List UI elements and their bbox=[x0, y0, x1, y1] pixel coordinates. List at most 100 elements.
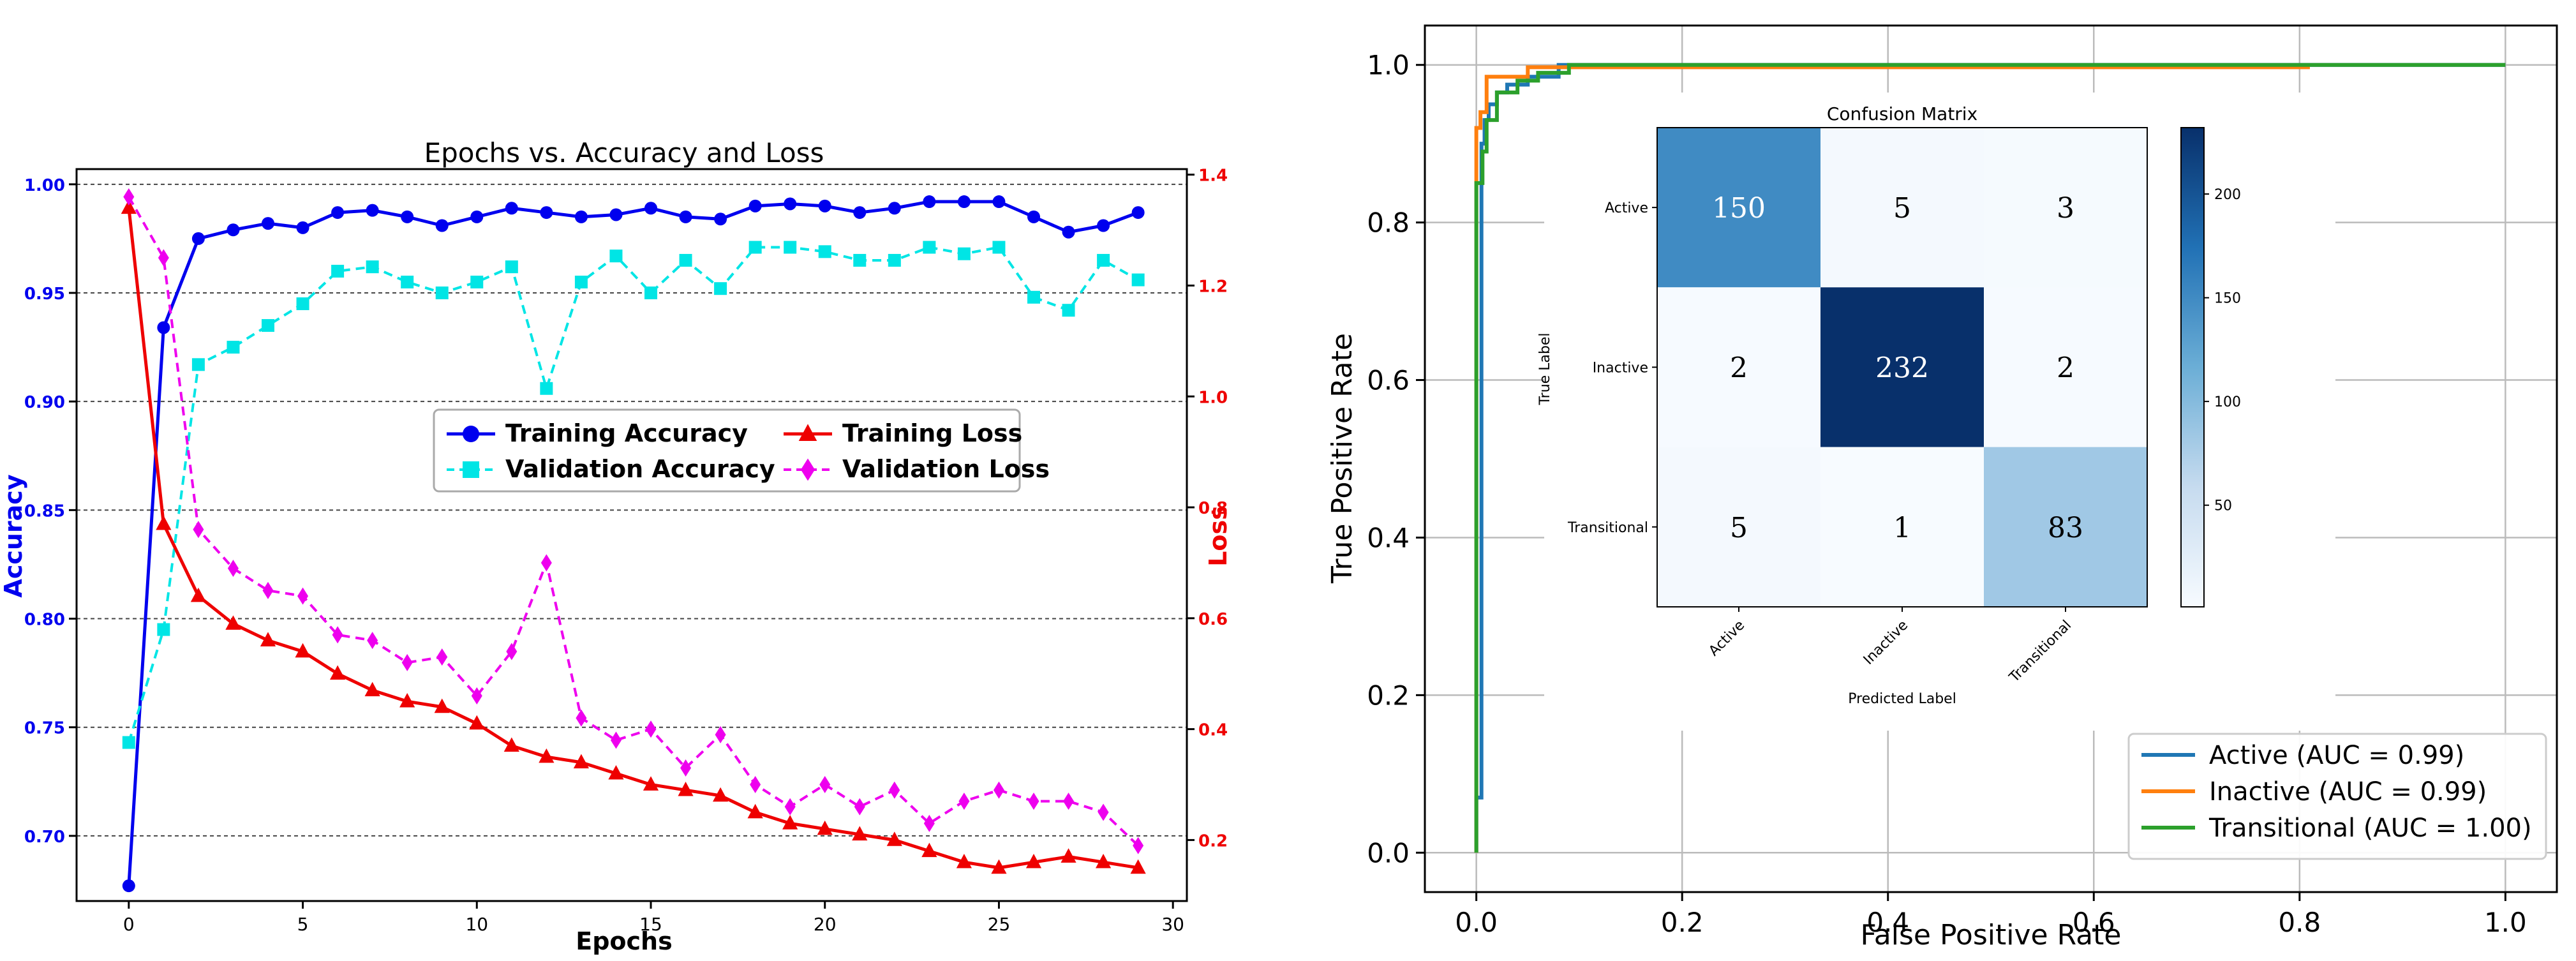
legend-label-training-accuracy: Training Accuracy bbox=[505, 419, 748, 447]
validation-accuracy-point bbox=[296, 297, 309, 311]
validation-loss-point bbox=[193, 521, 204, 539]
loss-tick-label: 1.2 bbox=[1198, 277, 1228, 296]
validation-loss-point bbox=[227, 560, 239, 577]
validation-accuracy-point bbox=[157, 623, 170, 636]
training-loss-point bbox=[712, 787, 729, 802]
epochs-tick-label: 10 bbox=[465, 914, 488, 935]
epochs-tick-label: 5 bbox=[297, 914, 309, 935]
training-accuracy-point bbox=[853, 206, 867, 220]
training-loss-point bbox=[1130, 859, 1146, 874]
training-loss-point bbox=[364, 682, 380, 697]
validation-loss-point bbox=[923, 814, 935, 832]
colorbar-ticks: 50 100 150 200 bbox=[2204, 187, 2241, 514]
training-accuracy-point bbox=[1097, 219, 1110, 232]
validation-loss-point bbox=[401, 653, 413, 671]
training-loss-point bbox=[539, 748, 555, 763]
training-loss-point bbox=[225, 615, 241, 630]
tpr-axis-label: True Positive Rate bbox=[1326, 333, 1359, 584]
validation-accuracy-point bbox=[505, 260, 518, 274]
roc-curves bbox=[1474, 63, 2506, 853]
accuracy-tick-label: 0.80 bbox=[24, 611, 65, 630]
epochs-x-axis: 0 5 10 15 20 25 30 bbox=[123, 901, 1184, 935]
validation-loss-point bbox=[576, 709, 587, 727]
confusion-cell bbox=[1657, 128, 1820, 288]
validation-accuracy-point bbox=[818, 245, 831, 258]
validation-loss-point bbox=[645, 720, 657, 738]
training-accuracy-point bbox=[644, 202, 657, 215]
validation-accuracy-point bbox=[331, 264, 345, 278]
confusion-cell-value: 5 bbox=[1730, 512, 1748, 544]
training-accuracy-point bbox=[992, 195, 1006, 209]
training-accuracy-point bbox=[957, 195, 971, 209]
tpr-tick-label: 0.2 bbox=[1367, 680, 1410, 711]
validation-loss-point bbox=[332, 626, 343, 644]
legend-marker-validation-accuracy bbox=[463, 461, 479, 478]
fpr-tick-label: 0.4 bbox=[1866, 907, 1909, 938]
validation-accuracy-point bbox=[540, 382, 553, 395]
training-legend-markers bbox=[447, 424, 832, 481]
confusion-cell-value: 3 bbox=[2057, 192, 2074, 225]
validation-accuracy-point bbox=[609, 250, 623, 263]
validation-accuracy-point bbox=[679, 253, 692, 267]
tpr-tick-label: 0.6 bbox=[1367, 365, 1410, 396]
training-accuracy-point bbox=[923, 195, 936, 209]
confusion-matrix-inset: 150 5 3 2 232 2 5 1 83 Active Inactive Transitiona… bbox=[1537, 93, 2335, 731]
training-loss-point bbox=[156, 515, 172, 530]
accuracy-tick-label: 1.00 bbox=[24, 176, 65, 195]
validation-accuracy-point bbox=[714, 282, 727, 295]
epochs-tick-label: 0 bbox=[123, 914, 135, 935]
training-accuracy-point bbox=[262, 217, 274, 230]
training-loss-point bbox=[1025, 853, 1042, 868]
confusion-matrix-cells: 150 5 3 2 232 2 5 1 83 bbox=[1657, 128, 2147, 607]
validation-accuracy-point bbox=[435, 287, 449, 300]
epochs-tick-label: 30 bbox=[1161, 914, 1184, 935]
tpr-tick-label: 0.4 bbox=[1367, 522, 1410, 553]
confusion-matrix-title: Confusion Matrix bbox=[1827, 103, 1977, 124]
colorbar-tick-label: 50 bbox=[2214, 498, 2232, 514]
accuracy-tick-label: 0.95 bbox=[24, 285, 65, 304]
training-loss-point bbox=[329, 665, 346, 680]
validation-loss-point bbox=[1028, 793, 1039, 810]
confusion-cell bbox=[1984, 128, 2147, 288]
legend-marker-training-loss bbox=[798, 424, 817, 442]
validation-accuracy-point bbox=[748, 241, 762, 254]
roc-legend-box bbox=[2127, 733, 2547, 860]
validation-loss-point bbox=[1063, 793, 1075, 810]
validation-accuracy-point bbox=[366, 260, 379, 274]
loss-tick-label: 0.4 bbox=[1198, 721, 1228, 740]
confusion-cell bbox=[1657, 287, 1820, 447]
training-loss-point bbox=[1061, 848, 1076, 863]
validation-accuracy-point bbox=[122, 736, 135, 749]
legend-label-validation-accuracy: Validation Accuracy bbox=[505, 455, 775, 483]
validation-loss-point bbox=[958, 793, 970, 810]
training-accuracy-point bbox=[435, 219, 449, 232]
training-loss-point bbox=[503, 737, 519, 752]
epochs-tick-label: 20 bbox=[814, 914, 837, 935]
training-loss-point bbox=[608, 764, 624, 780]
loss-tick-label: 1.0 bbox=[1198, 388, 1228, 407]
loss-tick-label: 0.8 bbox=[1198, 499, 1228, 518]
roc-legend-lines bbox=[2141, 753, 2195, 830]
loss-tick-label: 0.6 bbox=[1198, 610, 1228, 629]
loss-axis-label: Loss bbox=[1204, 505, 1232, 567]
legend-label-transitional: Transitional (AUC = 1.00) bbox=[2208, 814, 2532, 843]
confusion-cell-value: 150 bbox=[1712, 192, 1766, 225]
validation-loss-point bbox=[367, 632, 378, 650]
confusion-cell bbox=[1820, 128, 1984, 288]
fpr-tick-label: 0.2 bbox=[1661, 907, 1704, 938]
validation-accuracy-point bbox=[1062, 304, 1075, 317]
confusion-cell-value: 232 bbox=[1875, 352, 1929, 384]
fpr-tick-label: 0.6 bbox=[2073, 907, 2115, 938]
series-validation-loss bbox=[123, 188, 1144, 854]
accuracy-tick-label: 0.85 bbox=[24, 502, 65, 521]
training-loss-point bbox=[1095, 853, 1112, 868]
validation-loss-point bbox=[262, 581, 274, 599]
training-accuracy-point bbox=[748, 199, 762, 212]
training-accuracy-point bbox=[679, 210, 692, 223]
training-accuracy-point bbox=[540, 206, 553, 220]
epochs-axis-label: Epochs bbox=[576, 927, 672, 955]
confusion-cell-value: 1 bbox=[1893, 512, 1911, 544]
training-accuracy-point bbox=[784, 197, 797, 211]
epochs-tick-label: 25 bbox=[988, 914, 1011, 935]
